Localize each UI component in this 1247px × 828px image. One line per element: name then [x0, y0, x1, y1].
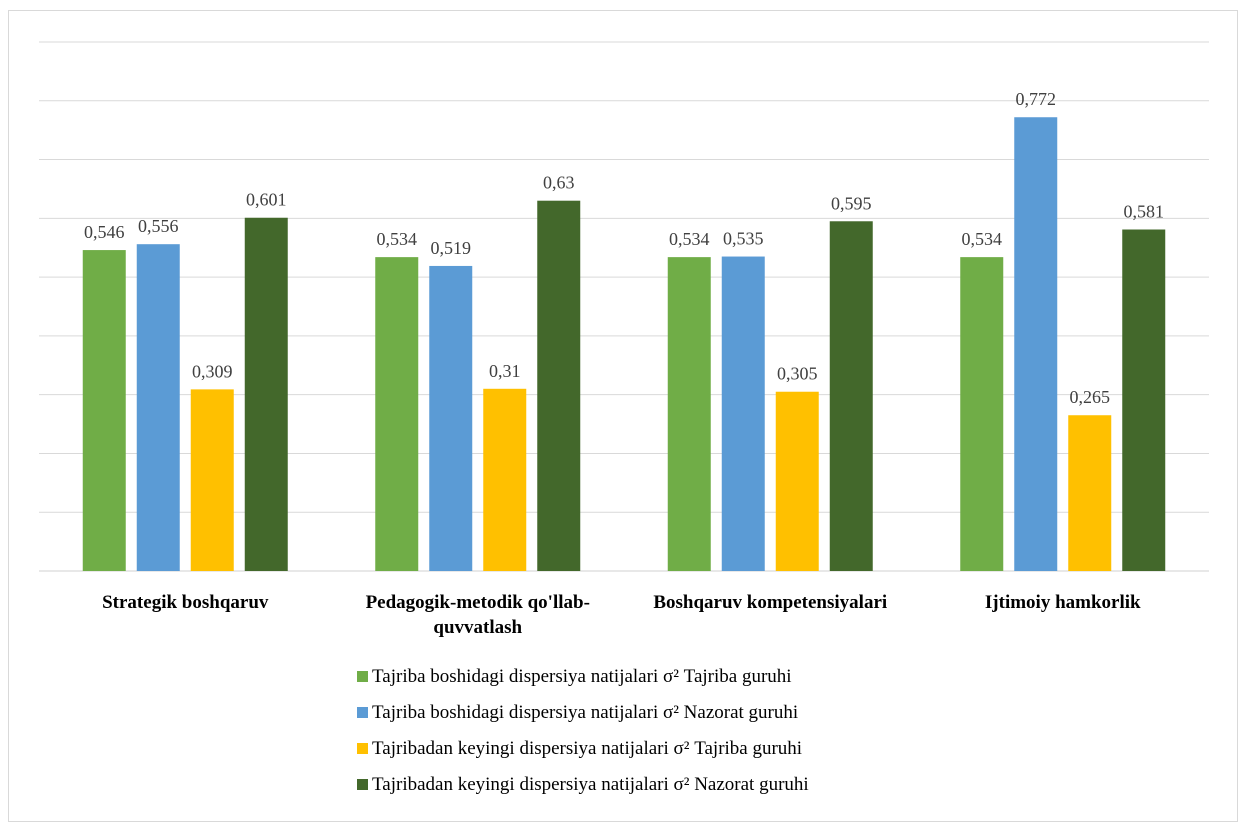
- legend-swatch: [357, 671, 368, 682]
- data-label: 0,535: [723, 229, 764, 249]
- gridlines: [39, 41, 1209, 572]
- category-label: Boshqaruv kompetensiyalari: [653, 592, 887, 613]
- data-label: 0,63: [543, 173, 575, 193]
- data-label: 0,31: [489, 361, 521, 381]
- data-label: 0,601: [246, 190, 287, 210]
- bar: [721, 256, 765, 571]
- legend-entry: Tajriba boshidagi dispersiya natijalari …: [372, 702, 798, 723]
- bar: [1122, 229, 1166, 572]
- bar: [667, 257, 711, 571]
- bar: [775, 391, 819, 571]
- category-label: Pedagogik-metodik qo'llab-quvvatlash: [366, 592, 590, 638]
- legend-swatch: [357, 743, 368, 754]
- data-label: 0,595: [831, 193, 872, 213]
- legend-swatch: [357, 779, 368, 790]
- legend-entry: Tajribadan keyingi dispersiya natijalari…: [372, 738, 802, 759]
- chart-frame: 0,546 0,556 0,309 0,601 0,534 0,519 0,31 0,63 0,…: [8, 10, 1238, 822]
- legend-swatch: [357, 707, 368, 718]
- legend: Tajriba boshidagi dispersiya natijalari …: [357, 666, 809, 795]
- legend-entry: Tajribadan keyingi dispersiya natijalari…: [372, 774, 809, 795]
- data-label: 0,534: [962, 229, 1003, 249]
- data-label: 0,581: [1124, 202, 1165, 222]
- data-label: 0,305: [777, 364, 818, 384]
- category-labels: Strategik boshqaruv Pedagogik-metodik qo'…: [102, 592, 1141, 638]
- bar: [244, 217, 288, 572]
- bar: [829, 221, 873, 571]
- bar: [483, 388, 527, 571]
- category-label: Ijtimoiy hamkorlik: [985, 592, 1141, 613]
- bar: [136, 244, 180, 571]
- bar: [190, 389, 234, 571]
- bar: [1014, 117, 1058, 571]
- data-label: 0,534: [669, 229, 710, 249]
- data-labels: 0,546 0,556 0,309 0,601 0,534 0,519 0,31 0,63 0,…: [84, 89, 1164, 407]
- data-label: 0,519: [431, 238, 472, 258]
- bar: [537, 200, 581, 571]
- data-label: 0,309: [192, 361, 233, 381]
- bar: [375, 257, 419, 571]
- data-label: 0,265: [1070, 387, 1111, 407]
- data-label: 0,556: [138, 216, 179, 236]
- bar: [1068, 415, 1112, 571]
- data-label: 0,772: [1016, 89, 1057, 109]
- data-label: 0,534: [377, 229, 418, 249]
- category-label: Strategik boshqaruv: [102, 592, 269, 613]
- bar: [960, 257, 1004, 571]
- bar: [429, 265, 473, 571]
- bar: [82, 250, 126, 571]
- data-label: 0,546: [84, 222, 125, 242]
- legend-entry: Tajriba boshidagi dispersiya natijalari …: [372, 666, 792, 687]
- bars: [82, 117, 1166, 572]
- bar-chart: 0,546 0,556 0,309 0,601 0,534 0,519 0,31 0,63 0,…: [39, 41, 1209, 795]
